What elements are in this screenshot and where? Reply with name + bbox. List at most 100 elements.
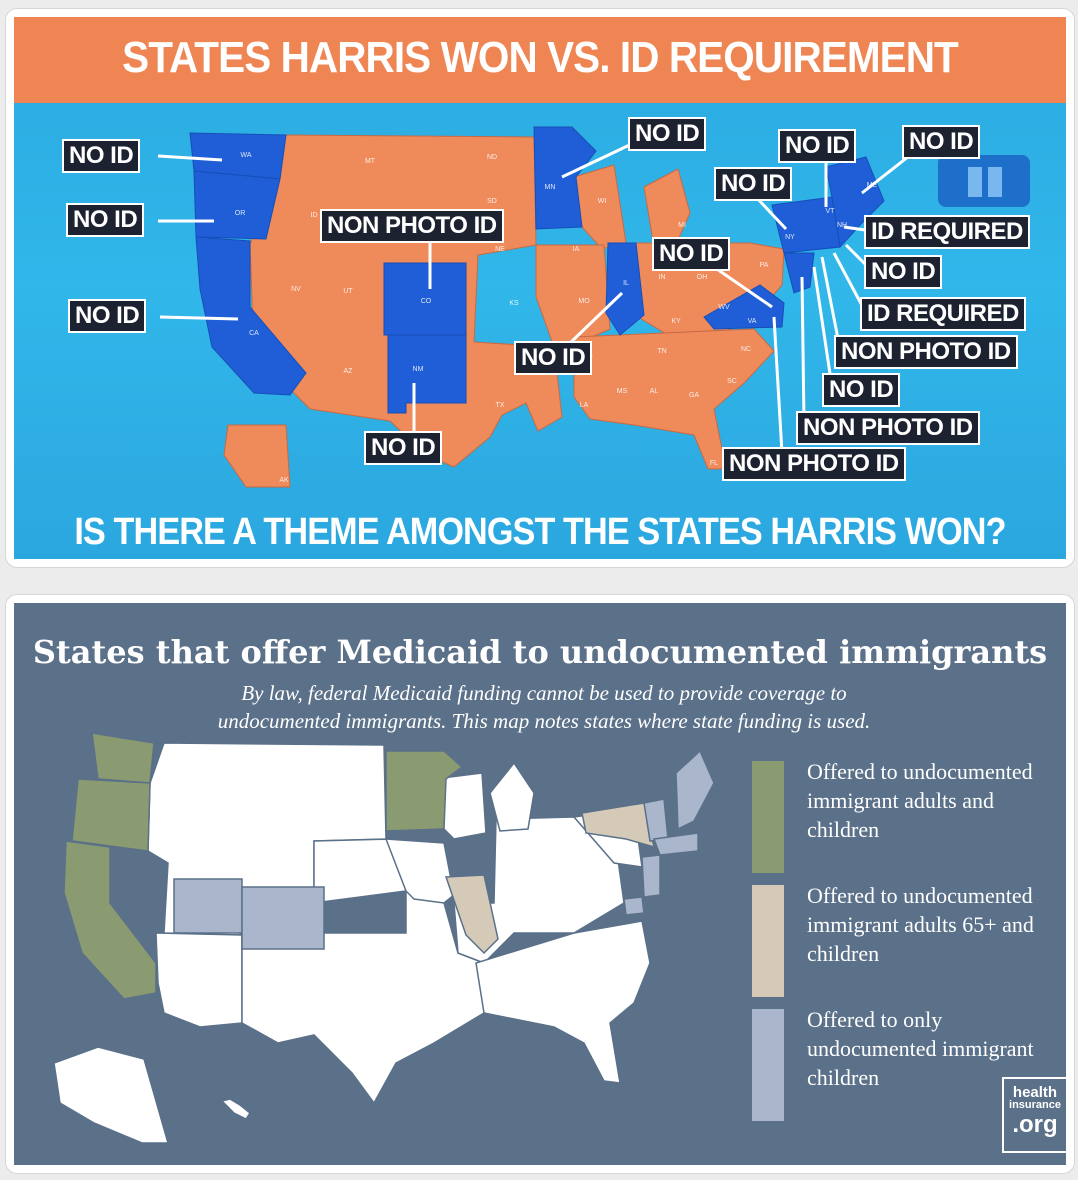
state-ca xyxy=(195,236,307,396)
abbrev-fl: FL xyxy=(710,460,718,467)
legend-label-adults65-children: Offered to undocumented immigrant adults… xyxy=(807,883,1034,966)
abbrev-nv: NV xyxy=(291,286,301,293)
state-ma-ct-ri xyxy=(652,832,699,856)
state-southeast xyxy=(475,920,651,1084)
state-ca xyxy=(63,840,157,1000)
legend-label-children-only: Offered to only undocumented immigrant c… xyxy=(807,1007,1034,1090)
abbrev-nc: NC xyxy=(741,346,751,353)
title-banner: STATES HARRIS WON VS. ID REQUIREMENT xyxy=(14,17,1066,103)
harris-states xyxy=(189,126,885,414)
post-card-medicaid-map: States that offer Medicaid to undocument… xyxy=(5,594,1075,1174)
abbrev-ga: GA xyxy=(689,392,699,399)
abbrev-ny: NY xyxy=(785,234,795,241)
graphic-question: IS THERE A THEME AMONGST THE STATES HARR… xyxy=(74,511,1006,553)
abbrev-oh: OH xyxy=(697,274,708,281)
state-ia-mo xyxy=(535,244,611,348)
states-children-only xyxy=(173,749,715,950)
abbrev-ms: MS xyxy=(617,388,628,395)
abbrev-va: VA xyxy=(748,318,757,325)
state-va xyxy=(703,284,785,330)
label-vt: NO ID xyxy=(778,129,857,163)
state-az xyxy=(155,932,243,1028)
leader-md xyxy=(772,316,784,454)
logo-line-org: .org xyxy=(1012,1111,1058,1138)
state-mn xyxy=(385,750,464,832)
label-ct: NON PHOTO ID xyxy=(834,335,1018,369)
state-abbrev-labels: WA OR CA NV ID MT WY UT AZ CO NM ND SD N… xyxy=(235,152,878,484)
label-ma: NO ID xyxy=(864,255,943,289)
state-ak xyxy=(223,424,291,488)
state-nj xyxy=(641,854,661,898)
leader-de xyxy=(800,276,806,422)
state-nj-md xyxy=(783,252,815,294)
label-mn: NO ID xyxy=(628,117,707,151)
state-or xyxy=(193,170,281,240)
trump-states xyxy=(223,134,785,488)
label-leader-lines xyxy=(157,139,919,454)
abbrev-nd: ND xyxy=(487,154,497,161)
medicaid-map-graphic: States that offer Medicaid to undocument… xyxy=(14,603,1066,1165)
us-medicaid-map xyxy=(53,732,715,1144)
legend-swatch-adults65-children xyxy=(752,885,784,997)
leader-ct xyxy=(820,256,842,350)
tv-map-graphic: STATES HARRIS WON VS. ID REQUIREMENT xyxy=(14,17,1066,559)
logo-line-health: health xyxy=(1012,1084,1058,1101)
state-mi xyxy=(643,168,691,250)
leader-wa xyxy=(157,154,223,162)
state-hi xyxy=(220,1098,252,1120)
state-south xyxy=(573,328,775,470)
abbrev-pa: PA xyxy=(760,262,769,269)
abbrev-mo: MO xyxy=(578,298,590,305)
abbrev-nh: NH xyxy=(837,222,847,229)
abbrev-mt: MT xyxy=(365,158,376,165)
abbrev-in: IN xyxy=(659,274,666,281)
abbrev-mi: MI xyxy=(678,222,686,229)
abbrev-sc: SC xyxy=(727,378,737,385)
leader-il xyxy=(568,291,624,345)
legend-swatch-adults-children xyxy=(752,761,784,873)
pause-icon xyxy=(938,155,1030,207)
abbrev-ne: NE xyxy=(495,246,505,253)
post-card-tv-graphic: STATES HARRIS WON VS. ID REQUIREMENT xyxy=(5,8,1075,568)
label-il: NO ID xyxy=(514,341,593,375)
abbrev-nm: NM xyxy=(413,366,424,373)
label-va: NO ID xyxy=(652,237,731,271)
abbrev-al: AL xyxy=(650,388,659,395)
abbrev-ks: KS xyxy=(509,300,519,307)
state-new-england xyxy=(825,156,885,249)
graphic-title: STATES HARRIS WON VS. ID REQUIREMENT xyxy=(122,33,959,82)
state-ak xyxy=(53,1046,169,1144)
state-ny xyxy=(581,802,656,849)
logo-line-insurance: insurance xyxy=(1009,1099,1061,1111)
abbrev-la: LA xyxy=(580,402,589,409)
healthinsurance-org-logo: health insurance .org xyxy=(1002,1077,1066,1153)
states-adults65-and-children xyxy=(444,802,656,955)
state-me xyxy=(675,749,715,831)
leader-nj xyxy=(812,266,834,388)
legend-swatch-children-only xyxy=(752,1009,784,1121)
graphic-title: States that offer Medicaid to undocument… xyxy=(32,633,1048,671)
leader-mn xyxy=(561,139,639,179)
abbrev-id: ID xyxy=(311,212,318,219)
abbrev-ak: AK xyxy=(279,477,289,484)
abbrev-az: AZ xyxy=(344,368,354,375)
state-il xyxy=(444,874,499,955)
label-or: NO ID xyxy=(66,203,145,237)
abbrev-ut: UT xyxy=(343,288,353,295)
state-wa xyxy=(91,732,155,784)
abbrev-wa: WA xyxy=(240,152,251,159)
state-ut xyxy=(173,878,243,934)
label-ri: ID REQUIRED xyxy=(860,297,1026,331)
abbrev-wv: WV xyxy=(718,304,730,311)
state-wi xyxy=(573,164,627,250)
state-mi xyxy=(489,761,535,832)
label-ny: NO ID xyxy=(714,167,793,201)
legend-label-adults-children: Offered to undocumented immigrant adults… xyxy=(807,759,1033,842)
graphic-subtitle: By law, federal Medicaid funding cannot … xyxy=(217,681,871,733)
other-states xyxy=(53,742,651,1144)
label-me: NO ID xyxy=(902,125,981,159)
abbrev-or: OR xyxy=(235,210,246,217)
label-nm: NO ID xyxy=(364,431,443,465)
abbrev-tx: TX xyxy=(496,402,505,409)
leader-ca xyxy=(159,315,239,321)
